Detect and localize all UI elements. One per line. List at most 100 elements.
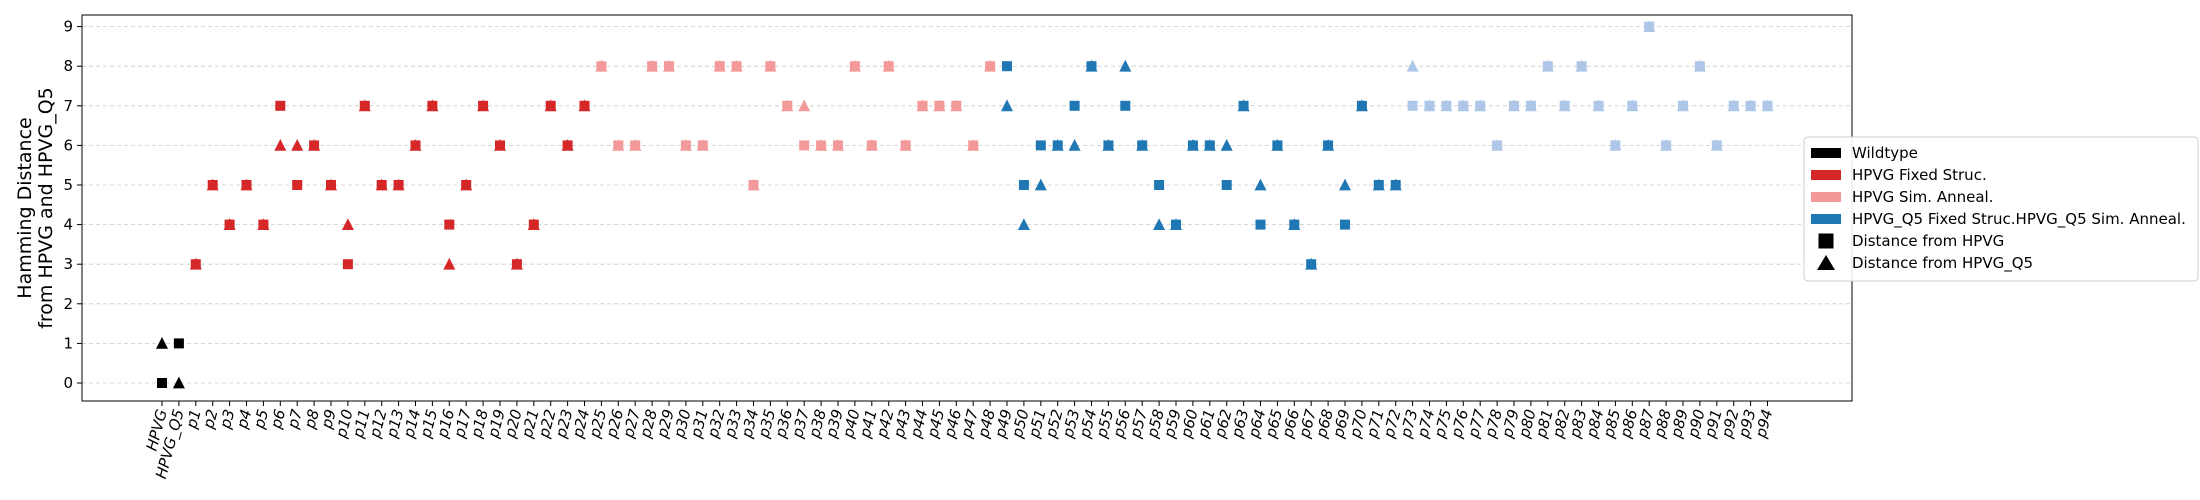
point-distance-from-hpvg-q5: [882, 59, 895, 72]
data-markers: [156, 20, 1774, 389]
x-tick-label: p3: [216, 407, 239, 431]
point-distance-from-hpvg-q5: [1761, 99, 1774, 112]
point-distance-from-hpvg-q5: [392, 178, 405, 191]
point-distance-from-hpvg-q5: [1237, 99, 1250, 112]
y-axis-label-line1: Hamming Distance: [14, 117, 36, 298]
y-tick-label: 0: [63, 374, 73, 392]
point-distance-from-hpvg-q5: [764, 59, 777, 72]
point-distance-from-hpvg-q5: [1677, 99, 1689, 112]
x-tick-label: p7: [283, 407, 306, 431]
x-axis: HPVGHPVG_Q5p1p2p3p4p5p6p7p8p9p10p11p12p1…: [143, 401, 1776, 481]
point-distance-from-hpvg-q5: [1372, 178, 1385, 191]
point-distance-from-hpvg-q5: [1457, 99, 1470, 112]
point-distance-from-hpvg-q5: [561, 139, 574, 151]
point-distance-from-hpvg-q5: [426, 99, 439, 112]
point-distance-from-hpvg-q5: [257, 218, 270, 230]
point-distance-from-hpvg-q5: [1693, 59, 1706, 72]
point-distance-from-hpvg-q5: [206, 178, 219, 191]
point-distance-from-hpvg: [157, 378, 167, 388]
y-axis: 0 1 2 3 4 5 6 7 8 9: [63, 18, 82, 392]
point-distance-from-hpvg: [1407, 100, 1418, 111]
point-distance-from-hpvg-q5: [156, 337, 168, 349]
point-distance-from-hpvg-q5: [1017, 218, 1030, 230]
point-distance-from-hpvg: [275, 100, 286, 111]
point-distance-from-hpvg: [342, 259, 353, 270]
point-distance-from-hpvg-q5: [612, 139, 625, 151]
y-tick-label: 4: [63, 216, 73, 234]
point-distance-from-hpvg-q5: [460, 178, 473, 191]
point-distance-from-hpvg-q5: [798, 99, 811, 112]
point-distance-from-hpvg-q5: [950, 99, 963, 112]
point-distance-from-hpvg-q5: [1102, 139, 1115, 151]
legend-swatch: [1811, 192, 1841, 202]
point-distance-from-hpvg-q5: [1288, 218, 1301, 230]
point-distance-from-hpvg-q5: [1558, 99, 1571, 112]
x-tick-label: p5: [250, 407, 273, 431]
point-distance-from-hpvg-q5: [494, 139, 506, 151]
y-tick-label: 1: [63, 334, 73, 352]
x-tick-label: p1: [182, 407, 205, 431]
point-distance-from-hpvg-q5: [1541, 59, 1554, 72]
point-distance-from-hpvg-q5: [291, 139, 304, 151]
point-distance-from-hpvg: [1340, 219, 1350, 230]
x-tick-label: p8: [300, 407, 323, 431]
point-distance-from-hpvg-q5: [223, 218, 236, 230]
point-distance-from-hpvg-q5: [1051, 139, 1064, 151]
point-distance-from-hpvg-q5: [527, 218, 540, 230]
legend-swatch: [1811, 170, 1841, 180]
legend-swatch: [1811, 148, 1841, 158]
legend-square-marker: [1818, 233, 1834, 249]
point-distance-from-hpvg-q5: [375, 178, 388, 191]
point-distance-from-hpvg-q5: [747, 178, 760, 191]
point-distance-from-hpvg-q5: [1305, 257, 1318, 270]
point-distance-from-hpvg-q5: [595, 59, 608, 72]
point-distance-from-hpvg-q5: [1001, 99, 1013, 112]
point-distance-from-hpvg-q5: [358, 99, 371, 112]
point-distance-from-hpvg-q5: [663, 59, 675, 72]
legend-label: HPVG Sim. Anneal.: [1852, 188, 1993, 206]
point-distance-from-hpvg-q5: [1085, 59, 1098, 72]
point-distance-from-hpvg-q5: [1710, 139, 1723, 151]
point-distance-from-hpvg-q5: [477, 99, 490, 112]
y-tick-label: 2: [63, 295, 73, 313]
point-distance-from-hpvg-q5: [1220, 139, 1233, 151]
point-distance-from-hpvg-q5: [1339, 178, 1351, 191]
legend-triangle-marker: [1817, 255, 1835, 270]
point-distance-from-hpvg: [1255, 219, 1266, 230]
y-tick-label: 3: [63, 255, 73, 273]
point-distance-from-hpvg-q5: [1068, 139, 1081, 151]
point-distance-from-hpvg-q5: [409, 139, 422, 151]
point-distance-from-hpvg-q5: [1643, 20, 1656, 32]
legend-label: Wildtype: [1852, 144, 1918, 162]
point-distance-from-hpvg-q5: [578, 99, 591, 112]
point-distance-from-hpvg: [1154, 180, 1165, 190]
point-distance-from-hpvg-q5: [240, 178, 253, 191]
point-distance-from-hpvg: [173, 338, 184, 349]
point-distance-from-hpvg-q5: [1271, 139, 1284, 151]
point-distance-from-hpvg-q5: [1440, 99, 1453, 112]
y-tick-label: 9: [63, 18, 73, 36]
legend-label: Distance from HPVG_Q5: [1852, 254, 2033, 273]
y-tick-label: 5: [63, 176, 73, 194]
point-distance-from-hpvg-q5: [1423, 99, 1436, 112]
point-distance-from-hpvg-q5: [443, 257, 456, 270]
point-distance-from-hpvg-q5: [1626, 99, 1639, 112]
point-distance-from-hpvg-q5: [1170, 218, 1182, 230]
point-distance-from-hpvg-q5: [1660, 139, 1673, 151]
point-distance-from-hpvg-q5: [1474, 99, 1487, 112]
y-tick-label: 6: [63, 136, 73, 154]
point-distance-from-hpvg-q5: [1355, 99, 1368, 112]
point-distance-from-hpvg: [1002, 61, 1012, 72]
point-distance-from-hpvg-q5: [1744, 99, 1757, 112]
point-distance-from-hpvg-q5: [1119, 59, 1132, 72]
x-tick-label: p2: [199, 407, 222, 431]
y-axis-label-line2: from HPVG and HPVG_Q5: [35, 87, 57, 329]
point-distance-from-hpvg-q5: [308, 139, 321, 151]
point-distance-from-hpvg: [292, 180, 303, 190]
point-distance-from-hpvg-q5: [1406, 59, 1419, 72]
point-distance-from-hpvg-q5: [713, 59, 726, 72]
legend-box: [1803, 136, 2199, 282]
point-distance-from-hpvg-q5: [984, 59, 997, 72]
point-distance-from-hpvg: [799, 140, 810, 151]
point-distance-from-hpvg-q5: [544, 99, 557, 112]
